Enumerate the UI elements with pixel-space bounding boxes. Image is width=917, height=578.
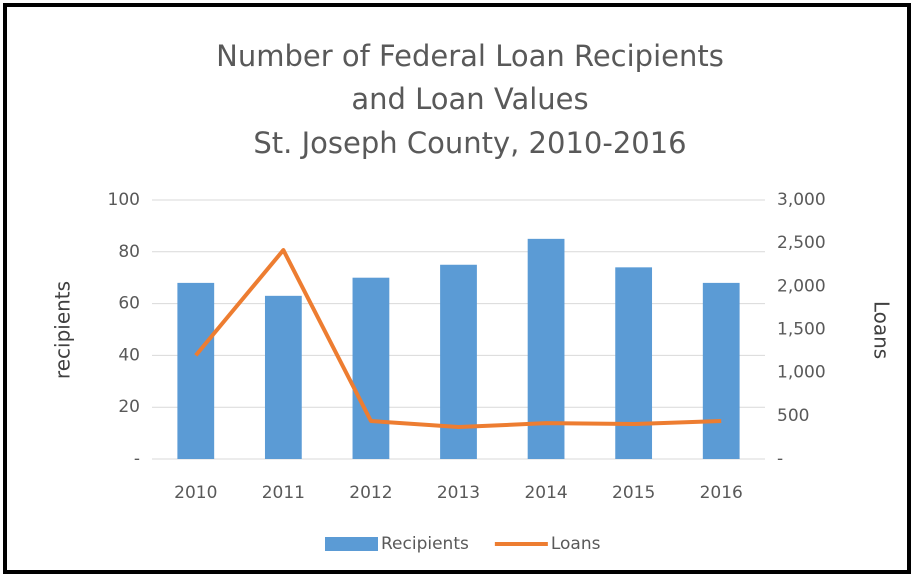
bar	[615, 267, 653, 459]
x-tick-label: 2010	[174, 483, 217, 503]
y2-axis-title: Loans	[870, 301, 894, 359]
bar	[440, 264, 477, 459]
x-tick-label: 2011	[262, 483, 305, 503]
y-tick-label: 40	[118, 345, 140, 365]
y-axis-title: recipients	[51, 281, 75, 379]
chart-title: St. Joseph County, 2010-2016	[253, 126, 686, 160]
y2-tick-label: 1,000	[777, 363, 826, 383]
y-tick-label: 100	[108, 190, 140, 210]
x-tick-label: 2016	[700, 483, 743, 503]
x-tick-label: 2013	[437, 483, 480, 503]
bar	[702, 282, 740, 459]
y-tick-label: -	[134, 449, 140, 469]
bar	[177, 282, 215, 459]
legend-label: Loans	[551, 534, 601, 554]
y2-tick-label: -	[777, 449, 783, 469]
x-tick-label: 2014	[524, 483, 567, 503]
y2-tick-label: 2,500	[777, 233, 826, 253]
x-tick-label: 2015	[612, 483, 655, 503]
y-tick-label: 60	[118, 294, 140, 314]
y2-tick-label: 3,000	[777, 190, 826, 210]
chart-title: and Loan Values	[351, 82, 588, 116]
legend-swatch	[325, 537, 378, 551]
y-tick-label: 80	[118, 242, 140, 262]
y2-tick-label: 1,500	[777, 320, 826, 340]
y-tick-label: 20	[118, 397, 140, 417]
line	[194, 248, 722, 430]
bar	[264, 295, 302, 459]
legend-label: Recipients	[381, 534, 469, 554]
y2-tick-label: 2,000	[777, 276, 826, 296]
chart-title: Number of Federal Loan Recipients	[216, 39, 724, 73]
bar	[352, 277, 390, 459]
bar	[527, 238, 565, 459]
y2-tick-label: 500	[777, 406, 809, 426]
x-tick-label: 2012	[349, 483, 392, 503]
